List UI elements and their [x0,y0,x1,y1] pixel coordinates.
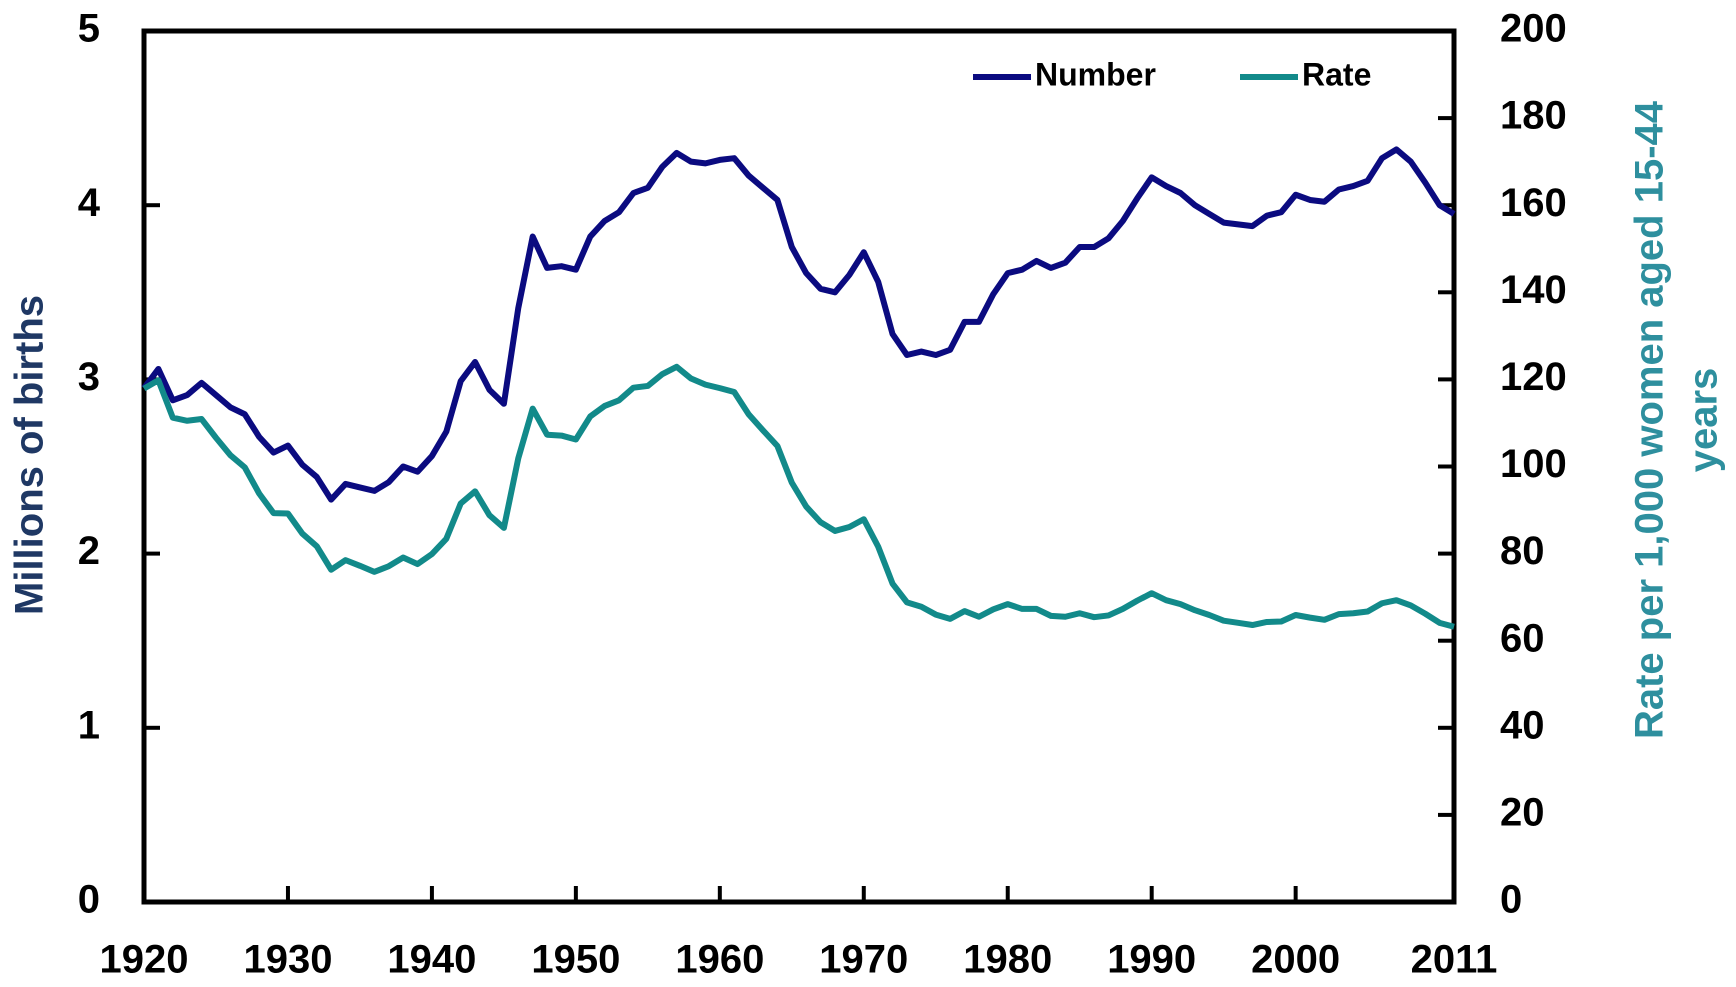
y-tick-label: 5 [78,7,100,51]
legend-label: Number [1035,56,1156,92]
y-tick-label: 3 [78,355,100,399]
legend-label: Rate [1302,56,1371,92]
y-axis-label: Millions of births [8,295,52,615]
y2-tick-label: 200 [1500,7,1567,51]
x-tick-label: 1920 [100,938,189,982]
x-tick-label: 1970 [819,938,908,982]
y2-axis-label: Rate per 1,000 women aged 15-44 [1628,100,1672,739]
y2-tick-label: 180 [1500,94,1567,138]
y-tick-label: 4 [78,181,101,225]
x-tick-label: 1960 [675,938,764,982]
x-tick-label: 1930 [243,938,332,982]
x-tick-label: 1980 [963,938,1052,982]
y2-axis-label: years [1682,368,1726,473]
plot-frame [141,28,1457,905]
y2-tick-label: 80 [1500,529,1545,573]
x-tick-label: 1950 [531,938,620,982]
y2-tick-label: 40 [1500,703,1545,747]
y-tick-label: 2 [78,529,100,573]
y2-tick-label: 20 [1500,790,1545,834]
y2-tick-label: 140 [1500,268,1567,312]
y2-tick-label: 100 [1500,442,1567,486]
y2-tick-label: 0 [1500,878,1522,922]
line-series [141,146,1456,503]
y2-tick-label: 160 [1500,181,1567,225]
x-tick-label: 2011 [1411,938,1498,982]
x-tick-label: 2000 [1251,938,1340,982]
y-tick-label: 1 [78,703,100,747]
y-tick-label: 0 [78,878,100,922]
line-series [142,363,1455,630]
x-tick-label: 1990 [1107,938,1196,982]
y2-tick-label: 120 [1500,355,1567,399]
x-tick-label: 1940 [387,938,476,982]
y2-tick-label: 60 [1500,616,1545,660]
